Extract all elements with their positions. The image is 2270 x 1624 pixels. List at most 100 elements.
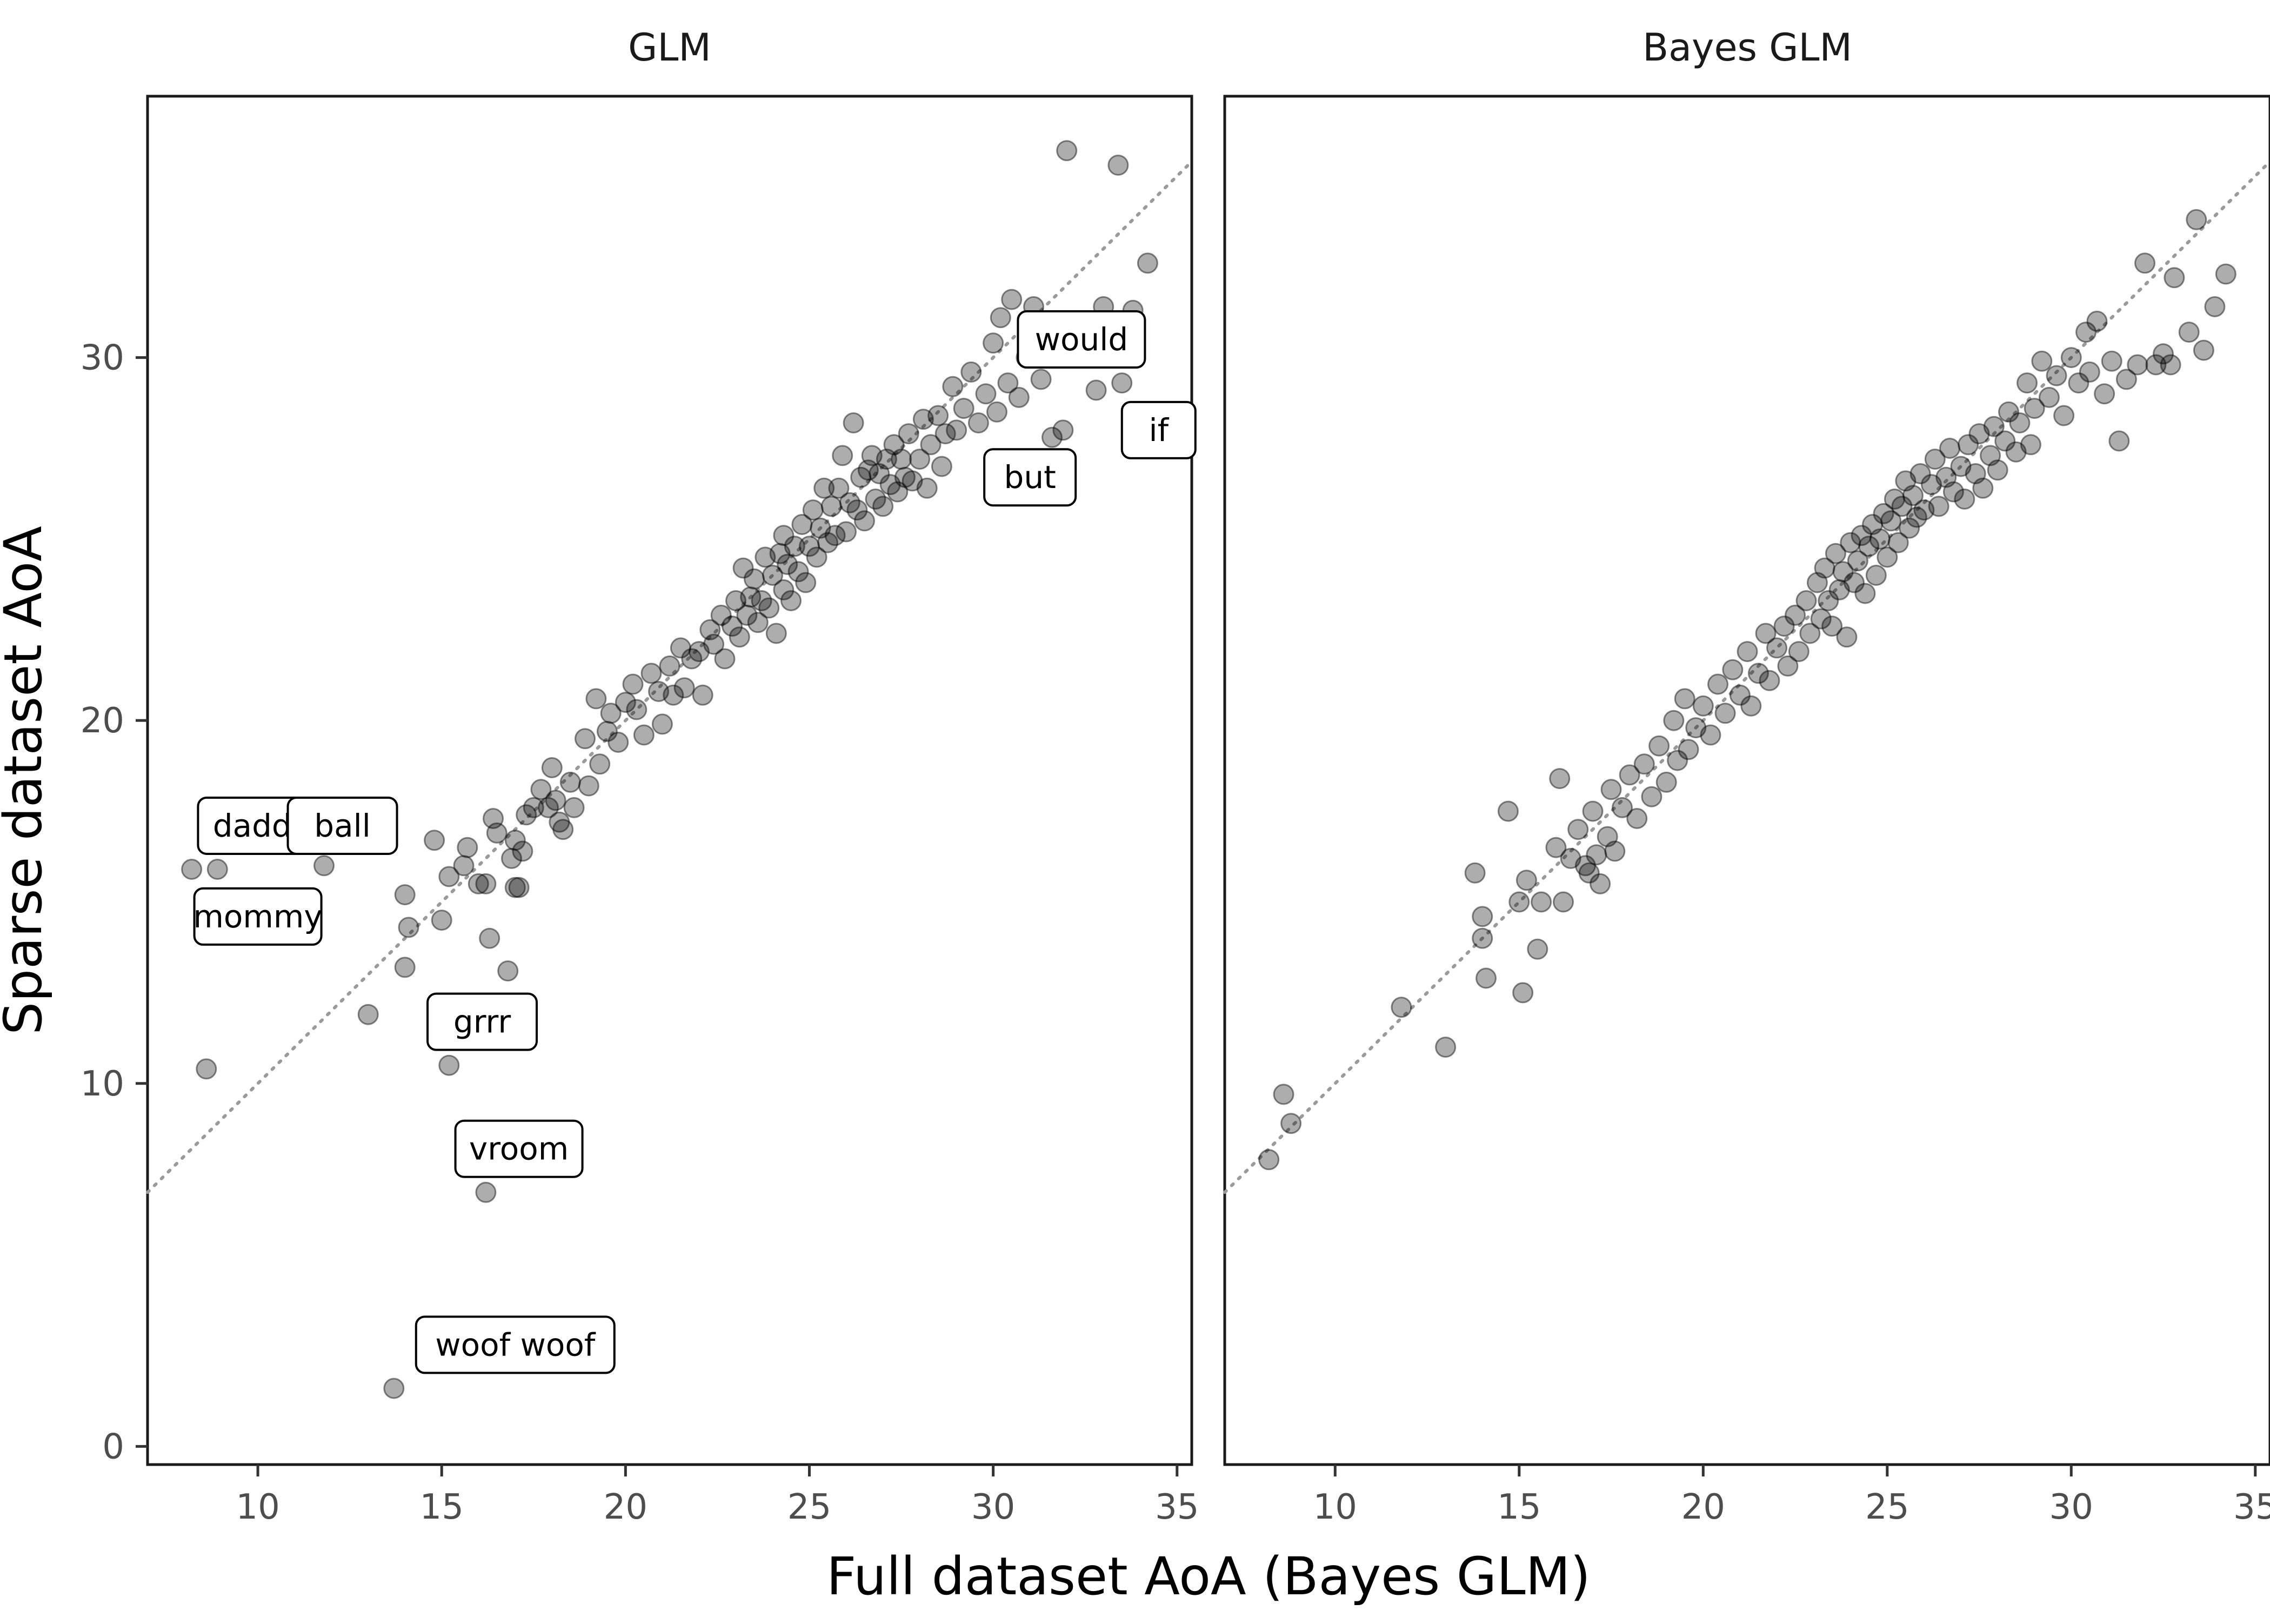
- point-label-text: grrr: [453, 1004, 511, 1040]
- bayes-glm-point: [1582, 800, 1604, 822]
- glm-point: [883, 434, 905, 456]
- bayes-glm-point: [1795, 590, 1817, 611]
- bayes-glm-point: [1913, 499, 1935, 521]
- glm-point: [820, 496, 842, 517]
- bayes-glm-point: [2038, 386, 2060, 408]
- bayes-glm-point: [1818, 590, 1839, 611]
- panel-glm-points: [181, 140, 1158, 1399]
- glm-point: [181, 859, 203, 880]
- bayes-glm-point: [2101, 350, 2122, 372]
- bayes-glm-point: [1497, 800, 1519, 822]
- glm-point: [659, 655, 680, 677]
- panel-bayes-glm-reference-line: [1223, 159, 2270, 1194]
- glm-point: [787, 561, 809, 583]
- bayes-glm-point: [1740, 695, 1762, 717]
- bayes-glm-point: [1586, 844, 1607, 866]
- bayes-glm-point: [1891, 496, 1913, 517]
- x-tick-label: 15: [1497, 1487, 1541, 1527]
- point-label-vroom: vroom: [454, 1119, 584, 1178]
- glm-point: [1056, 140, 1078, 162]
- x-tick-label: 20: [604, 1487, 647, 1527]
- glm-point: [663, 684, 684, 706]
- y-tick-label: 0: [102, 1427, 124, 1467]
- bayes-glm-point: [1700, 724, 1721, 746]
- bayes-glm-point: [2075, 322, 2097, 343]
- glm-point: [813, 477, 835, 499]
- bayes-glm-point: [1950, 456, 1972, 477]
- glm-point: [512, 840, 533, 862]
- bayes-glm-point: [1280, 1113, 1302, 1134]
- glm-point: [501, 847, 522, 869]
- glm-point: [854, 510, 875, 532]
- bayes-glm-point: [1895, 470, 1917, 492]
- glm-point: [622, 673, 644, 695]
- bayes-glm-point: [1810, 608, 1832, 630]
- glm-point: [681, 648, 703, 670]
- glm-point: [843, 412, 864, 433]
- bayes-glm-point: [2094, 383, 2115, 405]
- bayes-glm-point: [1788, 641, 1810, 663]
- glm-point: [475, 1181, 497, 1203]
- bayes-glm-point: [2024, 398, 2045, 419]
- panel-glm-reference-line: [146, 159, 1193, 1194]
- glm-point: [585, 688, 607, 710]
- glm-point: [615, 692, 636, 713]
- glm-point: [839, 492, 860, 513]
- glm-point: [394, 957, 416, 978]
- panel-bayes-glm-title: Bayes GLM: [1643, 25, 1852, 70]
- point-label-grrr: grrr: [426, 992, 538, 1051]
- bayes-glm-point: [1512, 982, 1534, 1004]
- x-tick-label: 10: [236, 1487, 279, 1527]
- glm-point: [946, 419, 967, 441]
- glm-point: [504, 877, 526, 898]
- bayes-glm-point: [1527, 938, 1548, 960]
- point-label-text: mommy: [193, 898, 322, 935]
- bayes-glm-point: [1814, 557, 1835, 579]
- bayes-glm-point: [1844, 572, 1865, 593]
- glm-point: [538, 797, 559, 818]
- glm-point: [777, 553, 798, 575]
- glm-point: [879, 474, 901, 496]
- bayes-glm-point: [1600, 779, 1622, 800]
- glm-point: [722, 616, 743, 637]
- bayes-glm-point: [1942, 481, 1964, 503]
- glm-point: [504, 830, 526, 851]
- glm-point: [810, 517, 831, 539]
- glm-point: [508, 877, 530, 898]
- point-label-but: but: [983, 448, 1077, 507]
- glm-point: [1107, 155, 1129, 176]
- bayes-glm-point: [2153, 343, 2174, 365]
- glm-point: [765, 623, 787, 644]
- bayes-glm-point: [1508, 891, 1530, 913]
- glm-point: [424, 830, 445, 851]
- glm-point: [846, 499, 868, 521]
- bayes-glm-point: [1729, 684, 1751, 706]
- bayes-glm-point: [2031, 350, 2053, 372]
- bayes-glm-point: [1612, 797, 1633, 818]
- x-tick-label: 20: [1681, 1487, 1725, 1527]
- bayes-glm-point: [1965, 463, 1986, 484]
- glm-point: [784, 536, 805, 557]
- glm-point: [828, 477, 850, 499]
- glm-point: [633, 724, 655, 746]
- bayes-glm-point: [1847, 550, 1868, 572]
- glm-identity-line: [146, 159, 1193, 1194]
- bayes-glm-point: [2017, 372, 2038, 394]
- panel-bayes-glm-points: [1258, 209, 2236, 1171]
- glm-point: [755, 546, 776, 568]
- bayes-glm-point: [1972, 477, 1994, 499]
- glm-point: [920, 434, 942, 456]
- bayes-glm-point: [2020, 434, 2041, 456]
- point-label-would: would: [1017, 310, 1146, 369]
- point-label-text: vroom: [469, 1131, 569, 1167]
- glm-point: [850, 466, 872, 488]
- x-tick-label: 30: [971, 1487, 1015, 1527]
- bayes-glm-point: [2115, 369, 2137, 390]
- bayes-glm-point: [1722, 659, 1744, 680]
- glm-point: [740, 586, 762, 608]
- bayes-glm-point: [1692, 695, 1714, 717]
- glm-point: [640, 663, 662, 684]
- bayes-glm-point: [2134, 252, 2155, 274]
- bayes-glm-point: [1773, 616, 1795, 637]
